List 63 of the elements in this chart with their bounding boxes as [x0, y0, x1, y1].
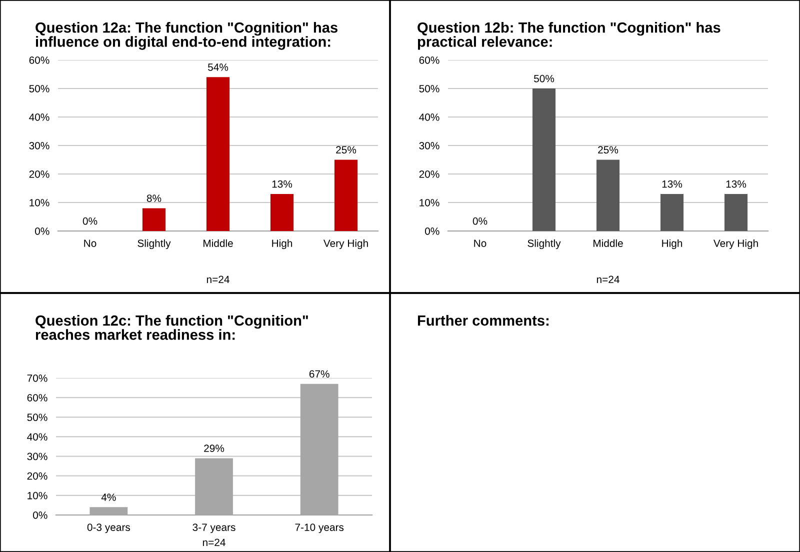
y-tick-label: 20% [29, 170, 50, 178]
y-tick-label: 20% [27, 472, 48, 480]
bar [660, 194, 684, 231]
y-tick-label: 0% [33, 512, 48, 519]
x-tick-label: No [84, 240, 96, 247]
data-label: 0% [82, 217, 98, 225]
bar [270, 194, 294, 231]
x-tick-label: No [474, 240, 486, 247]
text: n=24 [202, 538, 226, 546]
y-tick-label: 30% [27, 452, 48, 460]
bar [206, 77, 230, 231]
y-tick-label: 60% [419, 56, 440, 64]
y-tick-label: 40% [27, 433, 48, 441]
chart-title: Question 12a: The function "Cognition" has influence on digital end-to-end integration: [36, 22, 338, 50]
bar [596, 160, 620, 231]
x-tick-label: Middle [594, 239, 623, 247]
bar [724, 194, 748, 231]
y-tick-label: 50% [29, 85, 50, 92]
y-tick-label: 50% [27, 414, 48, 422]
data-label: 67% [309, 370, 330, 378]
x-tick-label: Slightly [138, 239, 171, 250]
y-tick-label: 10% [28, 492, 48, 500]
x-tick-label: Middle [204, 239, 233, 247]
x-tick-label: Very High [713, 239, 758, 250]
x-tick-label: 0-3 years [87, 524, 130, 534]
y-tick-label: 40% [29, 114, 50, 121]
x-tick-label: Slightly [528, 239, 561, 250]
data-label: 50% [534, 74, 554, 82]
data-label: 0% [472, 217, 488, 225]
text: n=24 [206, 276, 230, 283]
x-tick-label: High [272, 239, 292, 250]
y-tick-label: 10% [420, 199, 440, 206]
data-label: 8% [146, 194, 162, 202]
text: Further comments: [418, 315, 548, 326]
y-tick-label: 0% [35, 228, 50, 235]
y-tick-label: 0% [425, 228, 440, 235]
data-label: 29% [204, 444, 224, 452]
x-tick-label: 7-10 years [295, 524, 344, 534]
bar [142, 208, 166, 231]
y-tick-label: 30% [29, 142, 50, 150]
y-tick-label: 20% [419, 170, 440, 178]
y-tick-label: 30% [419, 142, 440, 150]
data-label: 13% [662, 180, 682, 188]
y-tick-label: 60% [29, 56, 50, 64]
data-label: 25% [336, 146, 356, 154]
chart-title: Question 12c: The function "Cognition" reaches market readiness in: [36, 315, 308, 340]
y-tick-label: 70% [27, 374, 48, 382]
data-label: 4% [101, 494, 116, 501]
x-tick-label: High [662, 239, 682, 250]
data-label: 54% [208, 64, 228, 71]
y-tick-label: 50% [419, 85, 440, 92]
bar [334, 160, 358, 231]
text: n=24 [596, 276, 620, 283]
y-tick-label: 60% [27, 394, 48, 402]
y-tick-label: 40% [419, 114, 440, 121]
x-tick-label: Very High [323, 239, 368, 250]
x-tick-label: 3-7 years [192, 524, 236, 534]
data-label: 25% [598, 146, 618, 154]
bar [532, 88, 556, 231]
data-label: 13% [726, 180, 746, 188]
chart-title: Question 12b: The function "Cognition" has practical relevance: [418, 22, 720, 50]
data-label: 13% [272, 180, 292, 188]
y-tick-label: 10% [30, 199, 50, 206]
